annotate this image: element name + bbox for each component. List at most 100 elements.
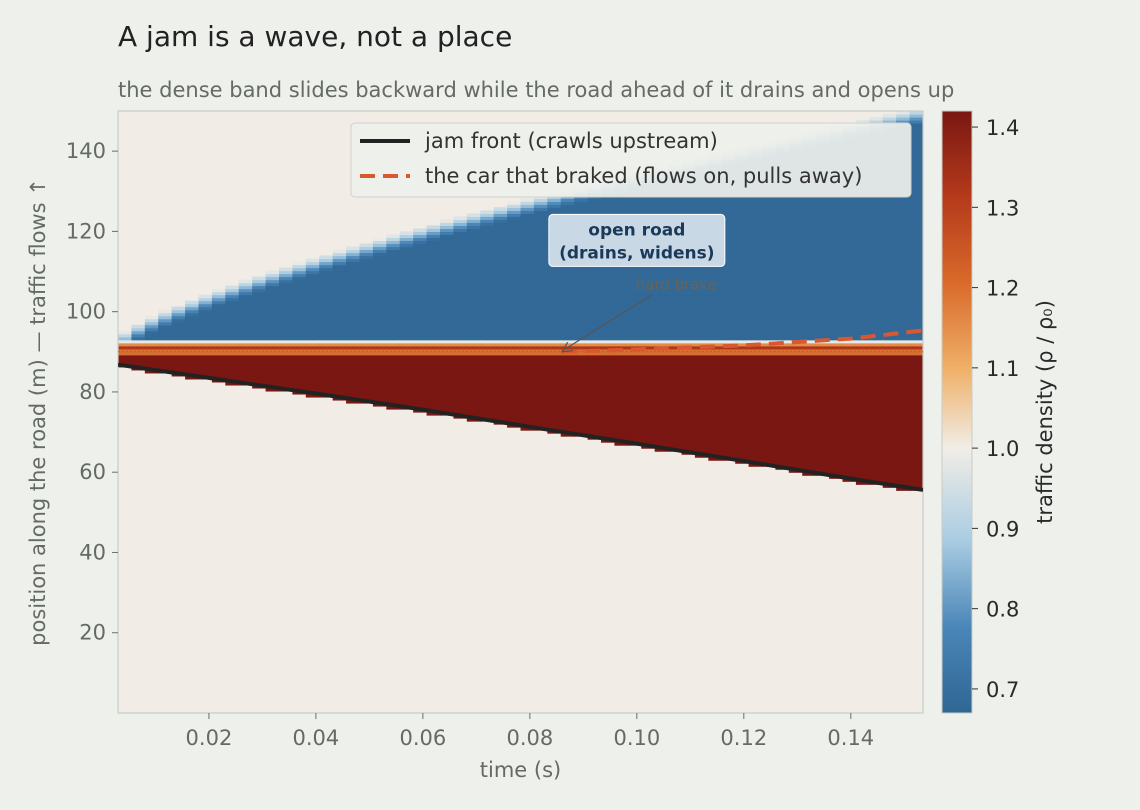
heatmap-cell <box>909 412 923 416</box>
heatmap-cell <box>855 279 870 284</box>
heatmap-cell <box>601 393 616 398</box>
heatmap-cell <box>386 357 401 362</box>
heatmap-cell <box>574 381 589 386</box>
heatmap-cell <box>842 204 857 208</box>
heatmap-cell <box>775 315 790 320</box>
heatmap-cell <box>560 321 575 326</box>
heatmap-cell <box>748 336 763 341</box>
heatmap-cell <box>694 294 709 299</box>
heatmap-cell <box>386 294 401 299</box>
heatmap-cell <box>507 285 522 290</box>
heatmap-cell <box>762 448 777 452</box>
heatmap-cell <box>775 345 790 350</box>
heatmap-cell <box>493 415 508 419</box>
heatmap-cell <box>252 345 267 350</box>
heatmap-cell <box>440 258 455 263</box>
heatmap-cell <box>305 351 320 356</box>
heatmap-cell <box>560 342 575 347</box>
heatmap-cell <box>694 201 709 205</box>
heatmap-cell <box>185 363 200 368</box>
heatmap-cell <box>627 207 642 211</box>
heatmap-cell <box>279 369 294 374</box>
heatmap-cell <box>775 351 790 356</box>
heatmap-cell <box>909 424 923 428</box>
heatmap-cell <box>453 291 468 296</box>
heatmap-cell <box>882 418 897 422</box>
heatmap-cell <box>413 312 428 317</box>
heatmap-cell <box>869 408 884 413</box>
heatmap-cell <box>507 312 522 317</box>
heatmap-cell <box>547 384 562 389</box>
heatmap-cell <box>748 424 763 428</box>
heatmap-cell <box>627 327 642 332</box>
heatmap-cell <box>829 354 844 359</box>
heatmap-cell <box>748 445 763 449</box>
heatmap-cell <box>574 415 589 419</box>
heatmap-cell <box>520 273 535 278</box>
heatmap-cell <box>211 318 226 323</box>
heatmap-cell <box>520 309 535 314</box>
heatmap-cell <box>882 402 897 407</box>
heatmap-cell <box>735 442 750 446</box>
heatmap-cell <box>225 324 240 329</box>
heatmap-cell <box>493 234 508 239</box>
heatmap-cell <box>520 324 535 329</box>
heatmap-cell <box>815 276 830 281</box>
heatmap-cell <box>829 288 844 293</box>
heatmap-cell <box>413 381 428 386</box>
heatmap-cell <box>668 430 683 434</box>
heatmap-cell <box>372 312 387 317</box>
heatmap-cell <box>842 207 857 211</box>
heatmap-cell <box>909 433 923 437</box>
heatmap-cell <box>118 345 133 350</box>
heatmap-cell <box>574 288 589 293</box>
heatmap-cell <box>909 478 923 482</box>
heatmap-cell <box>869 318 884 323</box>
heatmap-cell <box>896 231 911 236</box>
heatmap-cell <box>399 333 414 338</box>
heatmap-cell <box>292 264 307 269</box>
heatmap-cell <box>668 393 683 398</box>
heatmap-cell <box>882 210 897 214</box>
heatmap-cell <box>332 351 347 356</box>
heatmap-cell <box>520 315 535 320</box>
heatmap-cell <box>131 330 146 335</box>
heatmap-cell <box>560 421 575 425</box>
heatmap-cell <box>386 303 401 308</box>
heatmap-cell <box>372 264 387 269</box>
heatmap-cell <box>641 375 656 380</box>
heatmap-cell <box>802 460 817 464</box>
heatmap-cell <box>493 306 508 311</box>
heatmap-cell <box>762 408 777 413</box>
heatmap-cell <box>721 228 736 232</box>
heatmap-cell <box>587 345 602 350</box>
heatmap-cell <box>601 285 616 290</box>
heatmap-cell <box>775 421 790 425</box>
heatmap-cell <box>144 315 159 320</box>
heatmap-cell <box>802 333 817 338</box>
heatmap-cell <box>654 427 669 431</box>
heatmap-cell <box>574 318 589 323</box>
heatmap-cell <box>842 448 857 452</box>
heatmap-cell <box>882 445 897 449</box>
heatmap-cell <box>627 360 642 365</box>
heatmap-cell <box>533 204 548 208</box>
heatmap-cell <box>909 117 923 121</box>
heatmap-cell <box>466 228 481 232</box>
heatmap-cell <box>520 306 535 311</box>
heatmap-cell <box>198 366 213 371</box>
heatmap-cell <box>802 396 817 401</box>
heatmap-cell <box>855 351 870 356</box>
heatmap-cell <box>440 333 455 338</box>
heatmap-cell <box>815 451 830 455</box>
heatmap-cell <box>171 357 186 362</box>
heatmap-cell <box>627 430 642 434</box>
heatmap-cell <box>829 454 844 458</box>
heatmap-cell <box>815 321 830 326</box>
heatmap-cell <box>681 303 696 308</box>
heatmap-cell <box>346 291 361 296</box>
heatmap-cell <box>587 415 602 419</box>
heatmap-cell <box>708 201 723 205</box>
heatmap-cell <box>601 321 616 326</box>
heatmap-cell <box>896 481 911 485</box>
